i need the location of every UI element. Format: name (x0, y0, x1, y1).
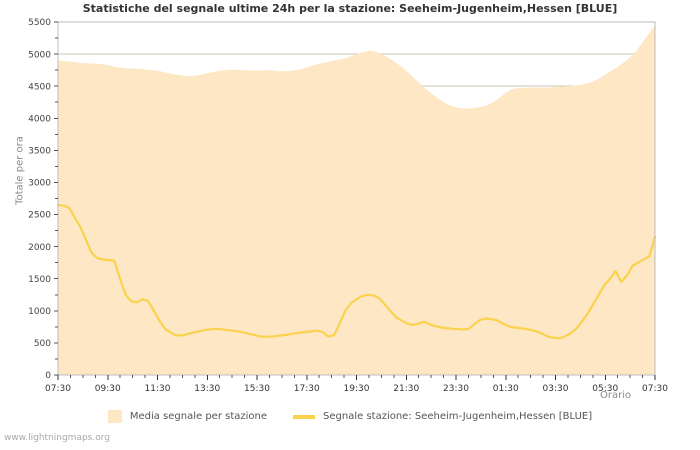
svg-text:3500: 3500 (28, 147, 51, 157)
x-axis-ticks: 07:30 09:30 11:30 13:30 15:30 17:30 19:30 21:30… (45, 375, 668, 394)
svg-text:07:30: 07:30 (45, 384, 71, 394)
svg-text:13:30: 13:30 (194, 384, 220, 394)
watermark-text: www.lightningmaps.org (4, 433, 110, 443)
legend-item-area: Media segnale per stazione (107, 410, 268, 423)
svg-text:4500: 4500 (28, 82, 51, 92)
svg-text:2000: 2000 (28, 243, 51, 253)
svg-text:0: 0 (45, 371, 51, 381)
svg-text:19:30: 19:30 (344, 384, 370, 394)
x-axis-label: Orario (600, 390, 632, 401)
chart-title: Statistiche del segnale ultime 24h per l… (82, 2, 618, 15)
svg-text:500: 500 (34, 339, 51, 349)
svg-text:3000: 3000 (28, 179, 51, 189)
legend-item-line: Segnale stazione: Seeheim-Jugenheim,Hess… (293, 411, 592, 422)
svg-text:1000: 1000 (28, 307, 51, 317)
svg-text:07:30: 07:30 (642, 384, 668, 394)
y-axis-ticks: 0 500 1000 1500 2000 2500 3000 3500 4000 4500 5000… (28, 18, 58, 381)
area-series-media-segnale (58, 25, 655, 375)
svg-text:21:30: 21:30 (393, 384, 419, 394)
svg-text:4000: 4000 (28, 114, 51, 124)
legend-item-line-label: Segnale stazione: Seeheim-Jugenheim,Hess… (323, 411, 593, 422)
svg-text:15:30: 15:30 (244, 384, 270, 394)
legend-item-area-label: Media segnale per stazione (129, 411, 268, 422)
legend-area-swatch-icon (107, 410, 122, 423)
svg-text:2500: 2500 (28, 211, 51, 221)
svg-text:23:30: 23:30 (443, 384, 469, 394)
svg-text:1500: 1500 (28, 275, 51, 285)
svg-text:05:30: 05:30 (592, 384, 618, 394)
svg-text:5000: 5000 (28, 50, 51, 60)
y-axis-label: Totale per ora (14, 136, 26, 205)
line-series-segnale-stazione (56, 203, 657, 340)
svg-text:01:30: 01:30 (493, 384, 519, 394)
legend-line-swatch-icon (293, 414, 316, 419)
svg-text:03:30: 03:30 (543, 384, 569, 394)
svg-text:11:30: 11:30 (145, 384, 171, 394)
svg-text:17:30: 17:30 (294, 384, 320, 394)
svg-text:5500: 5500 (28, 18, 51, 28)
chart-plot: 0 500 1000 1500 2000 2500 3000 3500 4000 4500 5000… (28, 18, 668, 394)
svg-text:09:30: 09:30 (95, 384, 121, 394)
chart-legend: Media segnale per stazione Segnale stazi… (0, 410, 700, 423)
